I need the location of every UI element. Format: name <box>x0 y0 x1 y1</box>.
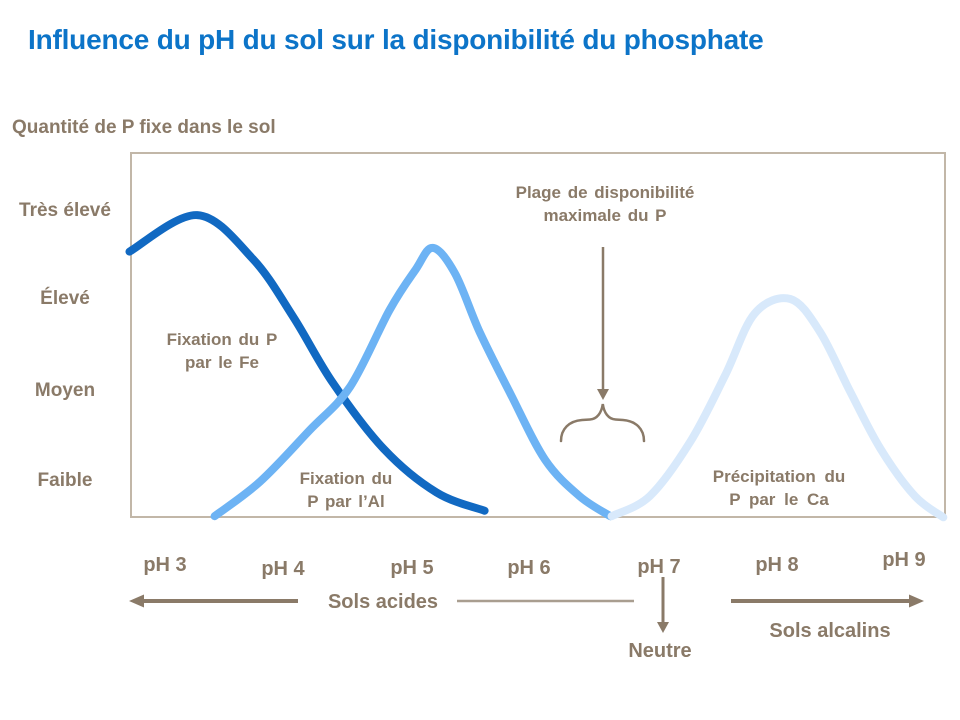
y-axis-title: Quantité de P fixe dans le sol <box>12 117 276 138</box>
acid-arrow <box>129 594 298 608</box>
alkaline-arrow <box>731 594 924 608</box>
y-tick-tres-eleve: Très élevé <box>19 200 111 221</box>
x-tick-ph5: pH 5 <box>390 557 434 579</box>
ca-curve-label: Précipitation du P par le Ca <box>688 465 870 511</box>
alkaline-soils-label: Sols alcalins <box>769 620 891 642</box>
availability-label-line1: Plage de disponibilité <box>515 183 695 202</box>
ca-curve-label-line1: Précipitation du <box>712 467 846 486</box>
y-tick-moyen: Moyen <box>34 380 96 401</box>
ca-curve-label-line2: P par le Ca <box>729 490 829 509</box>
fe-curve-label-line2: par le Fe <box>185 353 259 372</box>
y-tick-faible: Faible <box>37 470 93 491</box>
x-tick-ph8: pH 8 <box>755 554 799 576</box>
fe-curve-label-line1: Fixation du P <box>166 330 278 349</box>
y-tick-eleve: Élevé <box>40 288 90 309</box>
page-title: Influence du pH du sol sur la disponibil… <box>28 24 764 55</box>
al-curve-label-line1: Fixation du <box>299 469 393 488</box>
neutral-label: Neutre <box>628 640 692 662</box>
x-tick-ph3: pH 3 <box>143 554 187 576</box>
availability-label: Plage de disponibilité maximale du P <box>494 181 716 227</box>
neutral-arrow <box>657 577 669 633</box>
al-curve-label-line2: P par l’Al <box>307 492 385 511</box>
al-curve-label: Fixation du P par l’Al <box>278 467 414 513</box>
x-tick-ph9: pH 9 <box>882 549 926 571</box>
fe-curve-label: Fixation du P par le Fe <box>150 328 294 374</box>
x-tick-ph4: pH 4 <box>261 558 305 580</box>
x-tick-ph6: pH 6 <box>507 557 551 579</box>
availability-label-line2: maximale du P <box>543 206 667 225</box>
x-tick-ph7: pH 7 <box>637 556 681 578</box>
acid-soils-label: Sols acides <box>327 591 439 613</box>
